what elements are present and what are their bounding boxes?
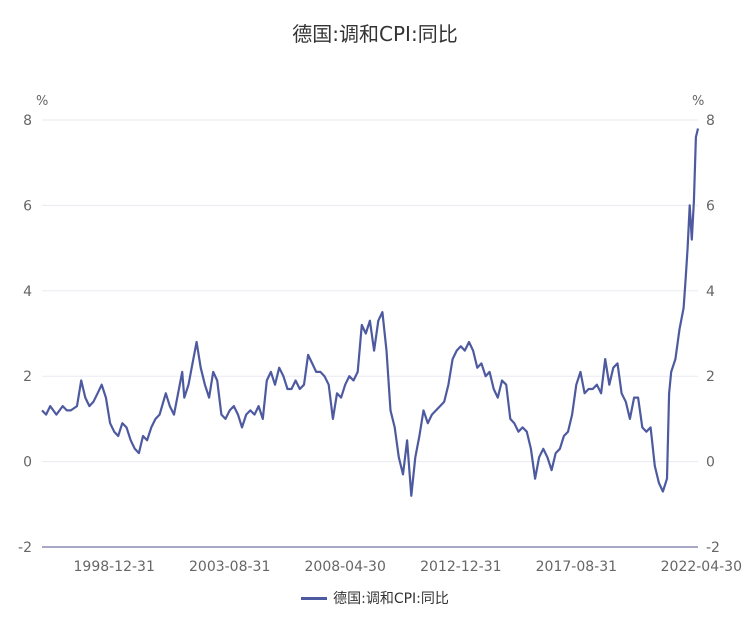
y-tick-label-left: 4 [23,284,32,300]
x-tick-label: 2017-08-31 [536,559,617,575]
x-tick-label: 2012-12-31 [420,559,501,575]
chart-title: 德国:调和CPI:同比 [292,22,458,46]
y-tick-label-right: -2 [706,540,720,556]
legend-label: 德国:调和CPI:同比 [333,591,449,607]
x-axis: 1998-12-31 2003-08-31 2008-04-30 2012-12-31… [74,559,742,575]
legend[interactable]: 德国:调和CPI:同比 [0,588,750,608]
x-tick-label: 2022-04-30 [661,559,742,575]
y-tick-label-right: 8 [706,113,715,129]
y-tick-label-right: 2 [706,369,715,385]
y-axis-left: -2 0 2 4 6 8 [18,113,32,556]
line-chart: % % -2 0 2 4 6 8 -2 0 2 4 6 8 1998-12-31 2003-08-31… [18,94,742,575]
y-axis-unit-left: % [36,94,48,109]
y-tick-label-left: 8 [23,113,32,129]
y-axis-unit-right: % [692,94,704,109]
y-tick-label-left: 0 [23,455,32,471]
y-tick-label-left: 6 [23,198,32,214]
y-tick-label-left: -2 [18,540,32,556]
y-tick-label-right: 0 [706,455,715,471]
legend-swatch [301,596,328,600]
x-tick-label: 2008-04-30 [305,559,386,575]
y-tick-label-right: 6 [706,198,715,214]
y-tick-label-right: 4 [706,284,715,300]
y-tick-label-left: 2 [23,369,32,385]
y-axis-right: -2 0 2 4 6 8 [706,113,720,556]
x-tick-label: 2003-08-31 [189,559,270,575]
grid-lines [42,119,698,548]
x-tick-label: 1998-12-31 [74,559,155,575]
series-line [41,128,700,497]
